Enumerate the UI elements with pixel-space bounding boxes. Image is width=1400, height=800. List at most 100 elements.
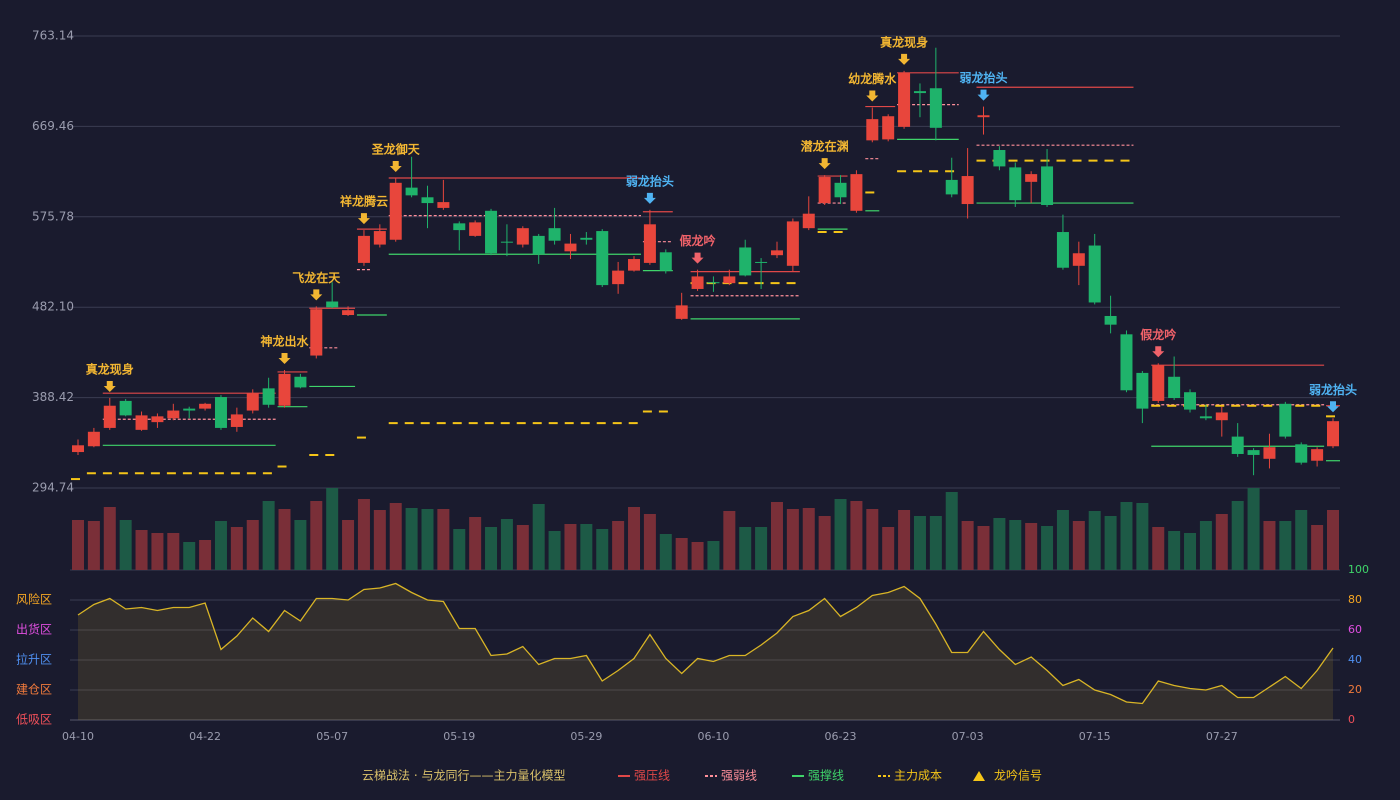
volume-bar [580, 524, 593, 570]
candle-body [1263, 447, 1276, 459]
candle-body [1088, 245, 1101, 303]
candle-body [183, 408, 196, 411]
x-tick-label: 05-19 [443, 730, 475, 743]
candle-body [882, 116, 895, 140]
volume-bar [135, 530, 148, 570]
volume-bar [564, 524, 577, 570]
candle-body [294, 376, 307, 388]
y-tick-label: 294.74 [32, 481, 74, 495]
indicator-tick-label: 20 [1348, 683, 1362, 696]
volume-bar [977, 526, 990, 570]
candle-body [755, 261, 768, 263]
candle-body [977, 115, 990, 118]
y-tick-label: 669.46 [32, 119, 74, 133]
volume-bar [437, 509, 450, 570]
volume-bar [770, 502, 783, 570]
candle-body [818, 177, 831, 204]
volume-bar [1295, 510, 1308, 570]
volume-bar [596, 529, 609, 570]
candle-body [1247, 450, 1260, 455]
volume-bar [628, 507, 641, 570]
signal-arrow [1327, 401, 1339, 413]
signal-label: 圣龙御天 [371, 141, 421, 156]
volume-bar [850, 501, 863, 570]
volume-bar [1136, 503, 1149, 570]
volume-bar [516, 525, 529, 570]
candle-body [72, 445, 84, 453]
x-tick-label: 07-15 [1079, 730, 1111, 743]
candle-body [707, 282, 720, 284]
candle-body [580, 237, 593, 240]
volume-bar [167, 533, 180, 570]
candle-body [961, 176, 974, 205]
legend-swatch [973, 771, 985, 781]
signal-arrow [977, 89, 990, 101]
signal-label: 弱龙抬头 [1309, 382, 1357, 397]
signal-label: 幼龙腾水 [848, 71, 897, 86]
candle-body [246, 393, 259, 411]
candle-body [357, 235, 370, 263]
candle-body [739, 247, 752, 276]
volume-bar [1263, 521, 1276, 570]
volume-bar [1311, 525, 1324, 570]
volume-bar [262, 501, 275, 570]
volume-bar [373, 510, 386, 570]
volume-bar [882, 527, 895, 570]
volume-bar [1279, 521, 1292, 570]
candle-body [532, 235, 545, 255]
candle-body [167, 410, 180, 419]
candle-body [405, 187, 418, 196]
candle-body [913, 91, 926, 94]
x-tick-label: 05-07 [316, 730, 348, 743]
candle-body [596, 231, 609, 286]
candle-body [1136, 372, 1149, 409]
volume-bar [1104, 516, 1117, 570]
candle-body [1327, 421, 1339, 447]
candle-body [723, 276, 736, 284]
volume-bar [1215, 514, 1228, 570]
volume-bar [1184, 533, 1197, 570]
x-tick-label: 07-03 [952, 730, 984, 743]
y-tick-label: 388.42 [32, 390, 74, 404]
signal-label: 假龙吟 [1140, 327, 1176, 342]
candle-body [993, 150, 1006, 167]
candle-body [453, 223, 466, 231]
zone-label: 低吸区 [16, 713, 52, 727]
volume-bar [87, 521, 100, 570]
signal-label: 真龙现身 [880, 34, 928, 49]
candle-body [898, 72, 911, 127]
volume-bar [1327, 510, 1339, 570]
candle-body [548, 228, 561, 241]
volume-bar [913, 516, 926, 570]
signal-label: 祥龙腾云 [340, 194, 388, 209]
candle-body [485, 210, 498, 254]
volume-bar [961, 521, 974, 570]
volume-bar [755, 527, 768, 570]
volume-bar [326, 488, 339, 570]
candle-body [1311, 449, 1324, 461]
candle-body [437, 202, 450, 208]
candle-body [691, 276, 704, 289]
candle-body [1168, 376, 1181, 399]
volume-bar [866, 509, 879, 570]
volume-bar [612, 521, 625, 570]
candle-body [612, 270, 625, 285]
signal-arrow [103, 381, 116, 393]
signal-arrow [357, 213, 370, 225]
legend-label: 强撑线 [808, 768, 844, 783]
signal-label: 弱龙抬头 [626, 173, 674, 188]
volume-bar [230, 527, 243, 570]
volume-bar [310, 501, 323, 570]
volume-bar [453, 529, 466, 570]
volume-bar [119, 520, 132, 570]
volume-bar [834, 499, 847, 570]
signal-arrow [278, 353, 291, 365]
candle-body [421, 197, 434, 204]
volume-bar [246, 520, 259, 570]
legend-label: 强压线 [634, 769, 670, 783]
volume-bar [1072, 521, 1085, 570]
volume-bar [389, 503, 402, 570]
candle-body [834, 182, 847, 198]
signal-label: 假龙吟 [680, 233, 716, 248]
candle-body [1120, 334, 1133, 391]
